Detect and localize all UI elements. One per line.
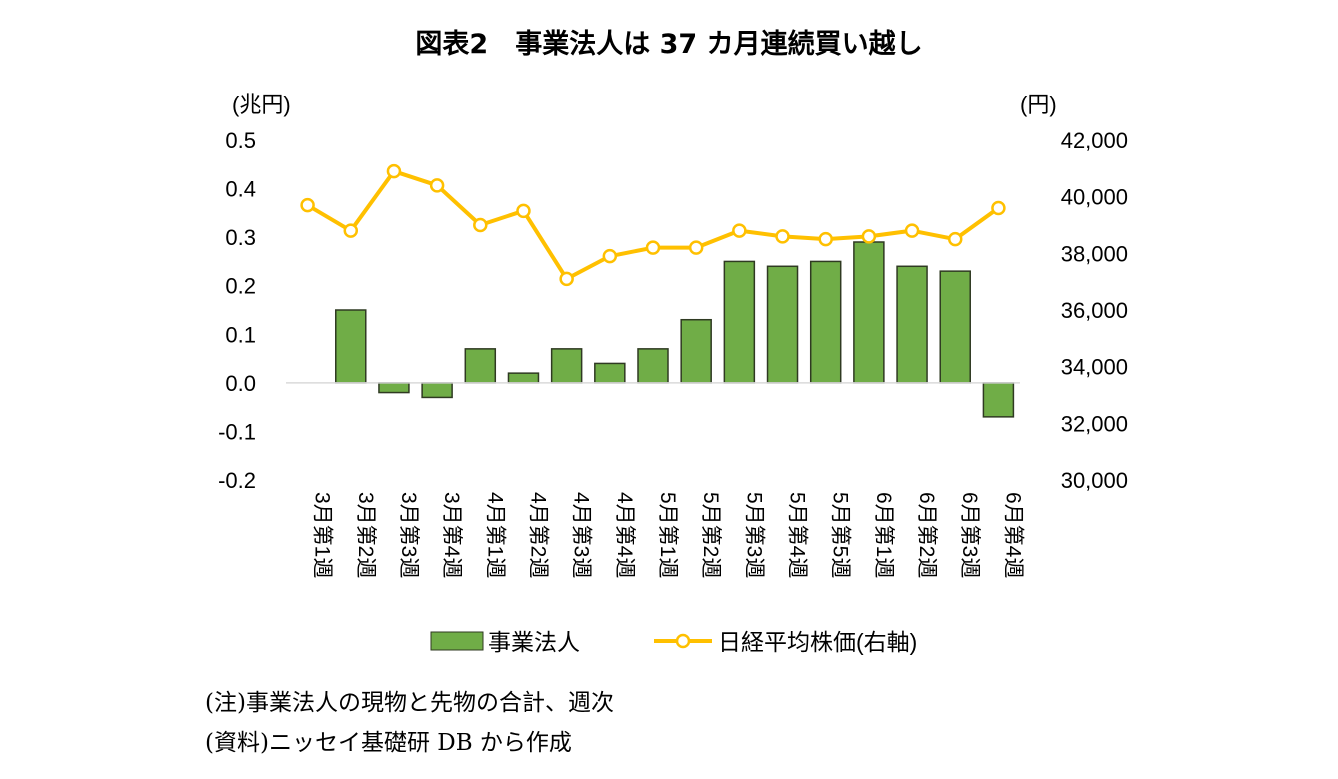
line-point <box>818 231 833 247</box>
left-axis-tick-label: -0.1 <box>218 419 256 444</box>
right-axis: (円)42,000 40,000 38,000 36,000 34,000 32,000 3… <box>1020 92 1128 493</box>
x-tick-label: 5月第3週 <box>742 492 765 578</box>
x-tick-label: 6月第2週 <box>915 492 938 578</box>
x-tick-label: 5月第4週 <box>786 492 809 578</box>
chart-source: (資料)ニッセイ基礎研 DB から作成 <box>205 730 572 756</box>
x-tick-label: 5月第5週 <box>829 492 852 578</box>
x-tick-label: 3月第2週 <box>354 492 377 578</box>
bar <box>421 382 453 399</box>
bar <box>723 260 756 384</box>
x-tick-label: 6月第3週 <box>958 492 981 578</box>
x-tick-label: 5月第1週 <box>656 492 679 578</box>
bar <box>982 382 1015 418</box>
line-point <box>688 240 704 255</box>
line-point <box>732 223 747 238</box>
chart: (兆円) 0.5 0.4 0.3 0.2 0.1 0.0 -0.1 -0.2 (円)42,000… <box>218 92 1128 655</box>
line-point <box>861 229 877 244</box>
bar <box>680 318 712 384</box>
bar <box>809 260 842 384</box>
x-axis-labels: 3月第1週 3月第2週 3月第3週 3月第4週 4月第1週 4月第2週 4月第3週 4月第4週… <box>311 492 1025 578</box>
line-point <box>602 248 618 264</box>
bar <box>896 265 928 384</box>
x-tick-label: 4月第3週 <box>570 492 593 578</box>
bar <box>594 362 626 384</box>
left-axis-tick-label: 0.0 <box>225 371 256 396</box>
line-point <box>429 178 445 193</box>
right-axis-tick-label: 42,000 <box>1061 128 1128 153</box>
bar <box>939 270 971 384</box>
bar <box>335 309 367 384</box>
right-axis-tick-label: 32,000 <box>1061 411 1128 436</box>
x-tick-label: 3月第1週 <box>311 492 334 578</box>
legend: 事業法人 日経平均株価(右軸) <box>430 629 917 655</box>
legend-line-label: 日経平均株価(右軸) <box>718 629 917 655</box>
chart-title: 図表2 事業法人は 37 カ月連続買い越し <box>415 29 923 60</box>
line-point <box>343 223 359 238</box>
bar <box>637 348 669 384</box>
x-tick-label: 4月第2週 <box>526 492 549 578</box>
line-point <box>516 203 531 219</box>
left-axis: (兆円) 0.5 0.4 0.3 0.2 0.1 0.0 -0.1 -0.2 <box>218 92 291 493</box>
line-point <box>775 229 790 244</box>
left-axis-tick-label: 0.1 <box>225 322 256 347</box>
chart-note: (注)事業法人の現物と先物の合計、週次 <box>205 690 614 716</box>
line-point <box>473 217 488 233</box>
left-axis-tick-label: -0.2 <box>218 468 256 493</box>
line-point <box>947 231 963 247</box>
line-point <box>386 163 402 179</box>
x-tick-label: 4月第4週 <box>613 492 636 578</box>
x-tick-label: 6月第1週 <box>872 492 895 578</box>
bar <box>507 372 540 384</box>
left-axis-tick-label: 0.2 <box>225 274 256 299</box>
bar <box>766 265 799 384</box>
legend-line-marker <box>675 633 691 649</box>
left-axis-tick-label: 0.4 <box>225 177 256 202</box>
right-axis-tick-label: 40,000 <box>1061 185 1128 210</box>
bar <box>853 241 885 384</box>
line-series <box>300 163 1006 287</box>
bar-series <box>335 241 1015 418</box>
legend-bar-label: 事業法人 <box>488 629 580 655</box>
x-tick-label: 3月第4週 <box>440 492 463 578</box>
bar <box>550 348 583 384</box>
line-point <box>300 197 315 213</box>
right-axis-tick-label: 34,000 <box>1061 355 1128 380</box>
line-point <box>991 200 1006 216</box>
right-axis-unit: (円) <box>1020 92 1057 117</box>
line-point <box>904 223 920 238</box>
x-tick-label: 3月第3週 <box>397 492 420 578</box>
left-axis-tick-label: 0.3 <box>225 225 256 250</box>
line-point <box>559 271 574 287</box>
x-tick-label: 5月第2週 <box>699 492 722 578</box>
left-axis-unit: (兆円) <box>232 92 291 117</box>
right-axis-tick-label: 36,000 <box>1061 298 1128 323</box>
right-axis-tick-label: 30,000 <box>1061 468 1128 493</box>
left-axis-tick-label: 0.5 <box>225 128 256 153</box>
bar <box>378 382 410 394</box>
x-tick-label: 4月第1週 <box>483 492 506 578</box>
right-axis-tick-label: 38,000 <box>1061 241 1128 266</box>
x-tick-label: 6月第4週 <box>1001 492 1024 578</box>
nikkei-line <box>306 169 1000 281</box>
bar <box>464 348 497 384</box>
legend-bar-swatch <box>430 631 484 651</box>
line-point <box>645 240 661 255</box>
